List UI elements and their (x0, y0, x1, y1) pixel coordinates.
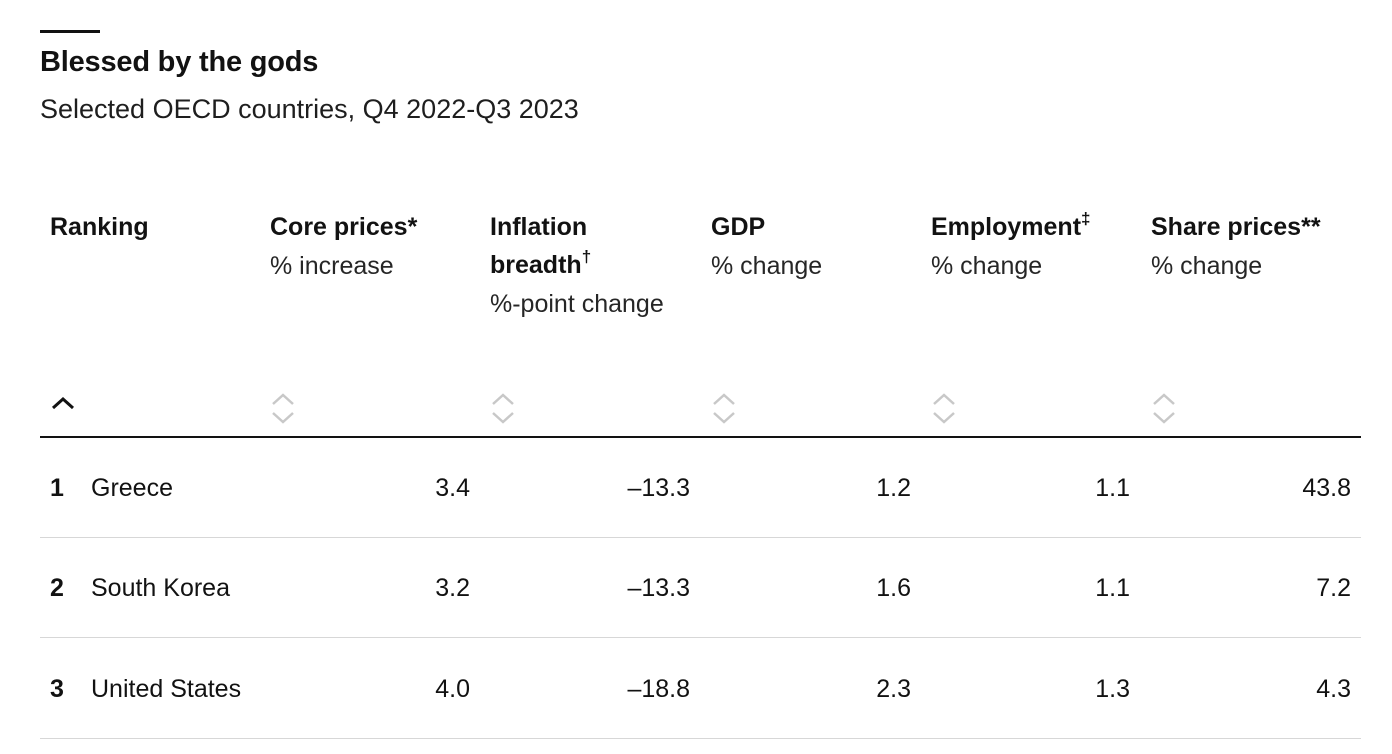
sort-core-prices-button[interactable] (270, 388, 300, 428)
column-unit: % change (1151, 252, 1263, 280)
column-unit: % change (931, 252, 1043, 280)
column-title: Core prices* (270, 213, 418, 241)
gdp-cell: 1.2 (876, 474, 911, 502)
inflation-breadth-cell: –18.8 (627, 675, 690, 703)
inflation-breadth-cell: –13.3 (627, 574, 690, 602)
sort-updown-icon (713, 393, 735, 424)
chart-subtitle: Selected OECD countries, Q4 2022-Q3 2023 (40, 94, 579, 124)
top-accent-rule (40, 30, 100, 33)
chart-title: Blessed by the gods (40, 46, 319, 78)
rank-cell: 2 (50, 574, 64, 602)
footnote-mark: ** (1301, 213, 1321, 241)
sort-updown-icon (1153, 393, 1175, 424)
sort-ranking-button[interactable] (50, 388, 80, 428)
column-header-core-prices[interactable]: Core prices* % increase (270, 208, 480, 286)
sort-updown-icon (272, 393, 294, 424)
sort-updown-icon (933, 393, 955, 424)
column-title: Ranking (50, 213, 149, 241)
employment-cell: 1.1 (1095, 474, 1130, 502)
employment-cell: 1.3 (1095, 675, 1130, 703)
footnote-mark: † (581, 246, 592, 266)
column-header-ranking[interactable]: Ranking (50, 208, 260, 246)
employment-cell: 1.1 (1095, 574, 1130, 602)
sort-updown-icon (492, 393, 514, 424)
header-divider (40, 436, 1361, 438)
column-header-gdp[interactable]: GDP % change (711, 208, 921, 286)
column-title: Share prices** (1151, 213, 1321, 241)
country-cell: South Korea (91, 574, 230, 602)
country-cell: United States (91, 675, 242, 703)
sort-share-prices-button[interactable] (1151, 388, 1181, 428)
core-prices-cell: 4.0 (435, 675, 470, 703)
sort-gdp-button[interactable] (711, 388, 741, 428)
column-unit: %-point change (490, 290, 664, 318)
row-divider (40, 537, 1361, 538)
column-header-inflation-breadth[interactable]: Inflation breadth† %-point change (490, 208, 670, 324)
column-title: Employment‡ (931, 208, 1091, 241)
column-title: GDP (711, 213, 766, 241)
footnote-mark: ‡ (1081, 208, 1091, 228)
rank-cell: 3 (50, 675, 64, 703)
sort-employment-button[interactable] (931, 388, 961, 428)
table-row: 2 South Korea 3.2 –13.3 1.6 1.1 7.2 (40, 538, 1361, 638)
share-prices-cell: 4.3 (1316, 675, 1351, 703)
row-divider (40, 738, 1361, 739)
column-unit: % increase (270, 252, 394, 280)
gdp-cell: 2.3 (876, 675, 911, 703)
sort-inflation-breadth-button[interactable] (490, 388, 520, 428)
table-row: 1 Greece 3.4 –13.3 1.2 1.1 43.8 (40, 438, 1361, 538)
rank-cell: 1 (50, 474, 64, 502)
share-prices-cell: 7.2 (1316, 574, 1351, 602)
core-prices-cell: 3.4 (435, 474, 470, 502)
column-title: Inflation breadth† (490, 213, 592, 279)
column-header-share-prices[interactable]: Share prices** % change (1151, 208, 1361, 286)
column-header-employment[interactable]: Employment‡ % change (931, 208, 1141, 286)
table-row: 3 United States 4.0 –18.8 2.3 1.3 4.3 (40, 639, 1361, 739)
row-divider (40, 637, 1361, 638)
country-cell: Greece (91, 474, 173, 502)
column-unit: % change (711, 252, 823, 280)
gdp-cell: 1.6 (876, 574, 911, 602)
core-prices-cell: 3.2 (435, 574, 470, 602)
share-prices-cell: 43.8 (1302, 474, 1351, 502)
footnote-mark: * (407, 213, 418, 241)
inflation-breadth-cell: –13.3 (627, 474, 690, 502)
chevron-up-icon (51, 396, 75, 410)
